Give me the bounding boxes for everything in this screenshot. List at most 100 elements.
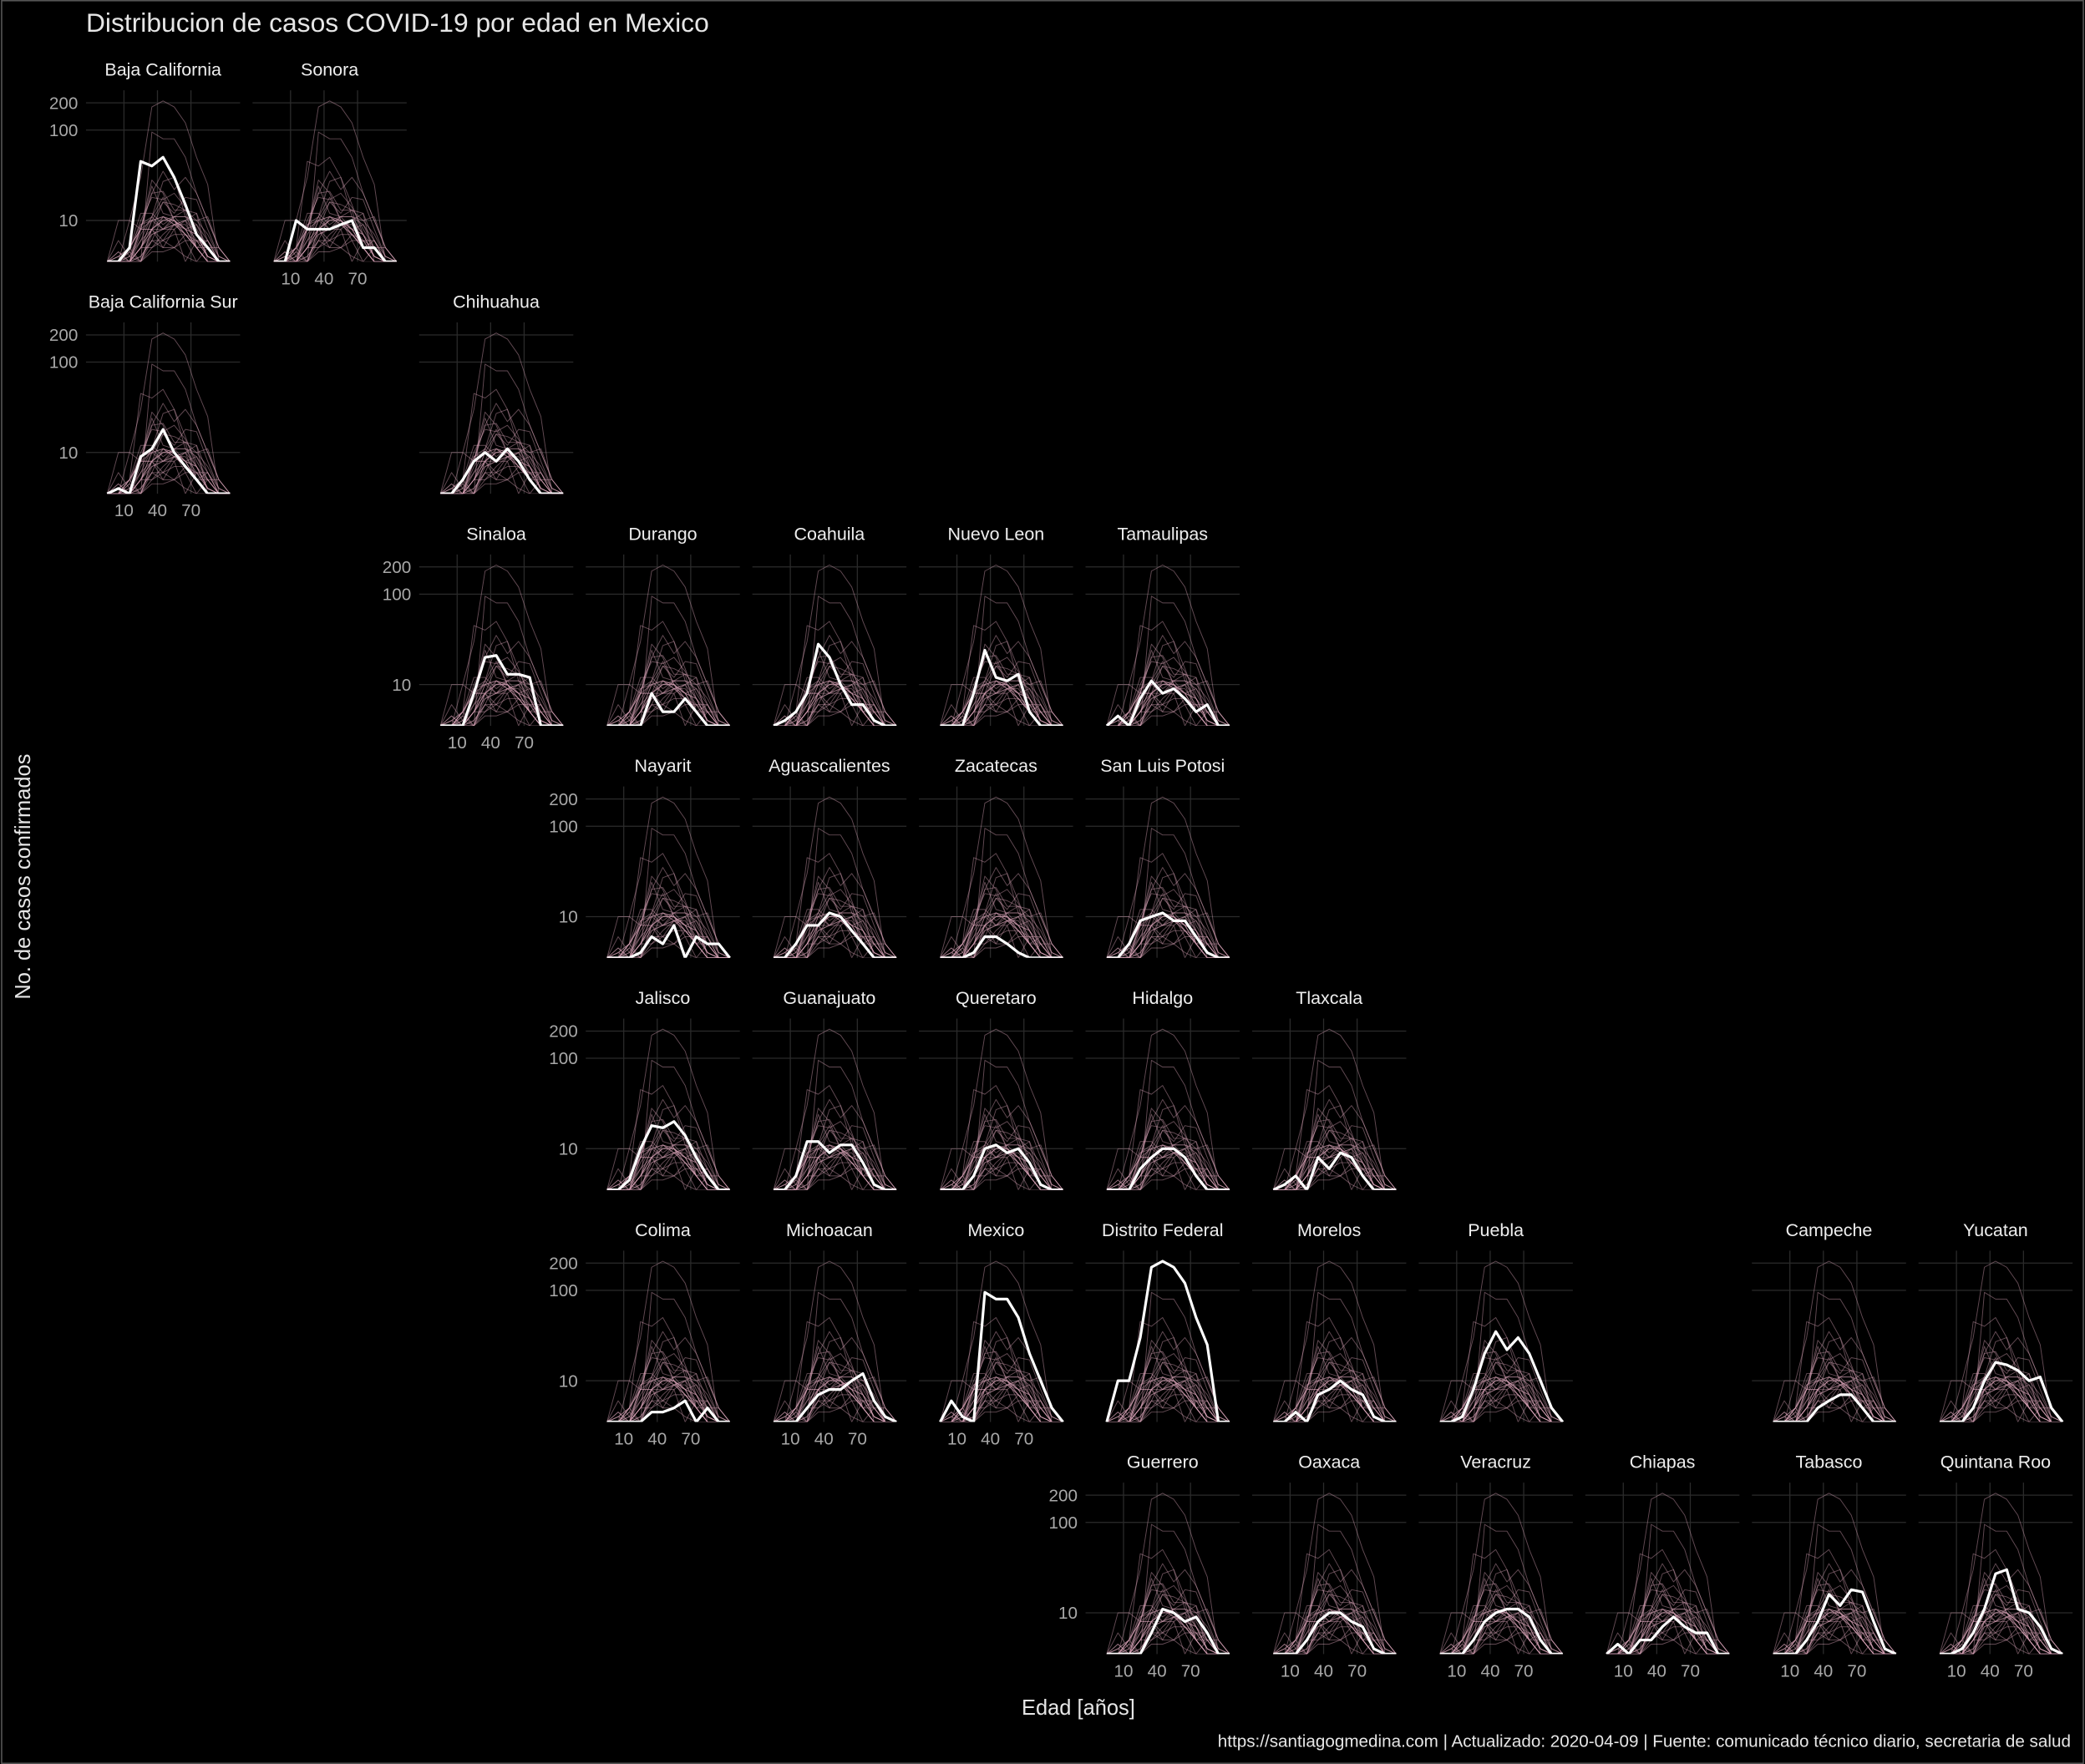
context-line	[774, 692, 897, 726]
context-line	[606, 1376, 730, 1422]
highlight-line	[1105, 679, 1230, 726]
highlight-line	[1106, 1147, 1230, 1190]
context-line	[440, 680, 564, 726]
panel-title: Chiapas	[1630, 1452, 1696, 1473]
context-line	[107, 418, 231, 494]
context-line	[1273, 1609, 1397, 1655]
context-line	[1273, 1125, 1397, 1190]
context-line	[1940, 1584, 2063, 1655]
x-tick-label: 70	[348, 269, 368, 288]
context-line	[1106, 684, 1230, 726]
context-line	[1773, 1609, 1896, 1655]
context-line	[774, 935, 897, 958]
context-line	[107, 240, 231, 262]
x-tick-label: 70	[1847, 1661, 1866, 1680]
context-line	[440, 677, 564, 726]
context-line	[606, 1380, 730, 1422]
context-line	[1106, 1612, 1230, 1655]
panel-title: Jalisco	[636, 988, 691, 1008]
x-tick-label: 70	[2014, 1661, 2033, 1680]
context-line	[606, 1376, 730, 1422]
context-line	[774, 1118, 897, 1190]
context-line	[1106, 1380, 1230, 1422]
context-line	[1106, 1346, 1230, 1422]
context-line	[1106, 1141, 1230, 1190]
highlight-line	[940, 935, 1063, 958]
context-line	[1106, 1148, 1230, 1190]
context-line	[440, 444, 564, 494]
context-line	[940, 930, 1063, 958]
context-line	[774, 1376, 897, 1422]
context-line	[1273, 1361, 1397, 1422]
context-line	[774, 912, 897, 958]
context-line	[774, 1144, 897, 1190]
highlight-line	[106, 428, 231, 494]
context-line	[606, 655, 730, 726]
context-line	[1940, 1380, 2063, 1422]
context-line	[1273, 1157, 1397, 1190]
panel: Morelos	[1251, 1220, 1407, 1422]
context-line	[1273, 1152, 1397, 1190]
y-tick-label: 100	[549, 1049, 577, 1068]
context-line	[940, 680, 1063, 726]
context-line	[606, 1157, 731, 1190]
context-line	[606, 596, 731, 726]
context-line	[940, 635, 1063, 726]
x-tick-label: 10	[1447, 1661, 1466, 1680]
context-line	[606, 680, 730, 726]
context-line	[273, 228, 398, 262]
panel: Sinaloa 10 100 200 10 40 70	[383, 524, 574, 753]
context-line	[1106, 1612, 1230, 1655]
context-line	[774, 925, 897, 958]
panel-title: Tlaxcala	[1296, 988, 1362, 1008]
context-line	[940, 915, 1063, 958]
x-tick-label: 40	[314, 269, 333, 288]
context-line	[1939, 1616, 2063, 1655]
context-line	[940, 915, 1063, 958]
context-line	[774, 677, 897, 726]
context-line	[1106, 596, 1230, 726]
context-line	[1439, 1620, 1564, 1655]
context-line	[1773, 1331, 1897, 1422]
context-line	[1106, 684, 1230, 726]
y-tick-label: 200	[549, 1254, 577, 1273]
context-line	[107, 452, 231, 494]
context-line	[940, 867, 1063, 958]
context-line	[1273, 1376, 1397, 1422]
y-tick-label: 100	[1049, 1513, 1078, 1533]
context-line	[940, 1152, 1063, 1190]
context-line	[273, 224, 397, 262]
panel-title: Quintana Roo	[1940, 1452, 2051, 1473]
context-line	[940, 912, 1063, 958]
context-line	[1940, 1589, 2063, 1655]
x-tick-label: 40	[1814, 1661, 1833, 1680]
x-tick-label: 10	[448, 733, 467, 753]
context-line	[1273, 1594, 1397, 1655]
context-line	[1773, 1346, 1896, 1422]
context-line	[606, 1144, 730, 1190]
context-line	[1940, 1376, 2063, 1422]
context-line	[1106, 680, 1230, 726]
context-line	[1939, 1523, 2063, 1655]
y-tick-label: 100	[549, 817, 577, 836]
context-line	[774, 889, 897, 958]
context-line	[107, 234, 231, 262]
context-line	[1106, 935, 1230, 958]
highlight-line	[774, 1371, 897, 1422]
highlight-line	[1773, 1588, 1897, 1655]
context-line	[940, 1376, 1063, 1422]
highlight-line	[1106, 911, 1230, 958]
context-line	[606, 853, 730, 958]
highlight-line	[440, 654, 564, 726]
context-line	[440, 433, 564, 494]
context-line	[1606, 1609, 1730, 1655]
context-line	[1606, 1609, 1730, 1655]
context-line	[1940, 1373, 2063, 1422]
context-line	[1273, 1168, 1397, 1190]
context-line	[1606, 1609, 1730, 1655]
context-line	[940, 912, 1063, 958]
context-line	[439, 428, 564, 494]
context-line	[1439, 1376, 1563, 1422]
context-line	[1773, 1569, 1896, 1655]
context-line	[1106, 1113, 1230, 1190]
